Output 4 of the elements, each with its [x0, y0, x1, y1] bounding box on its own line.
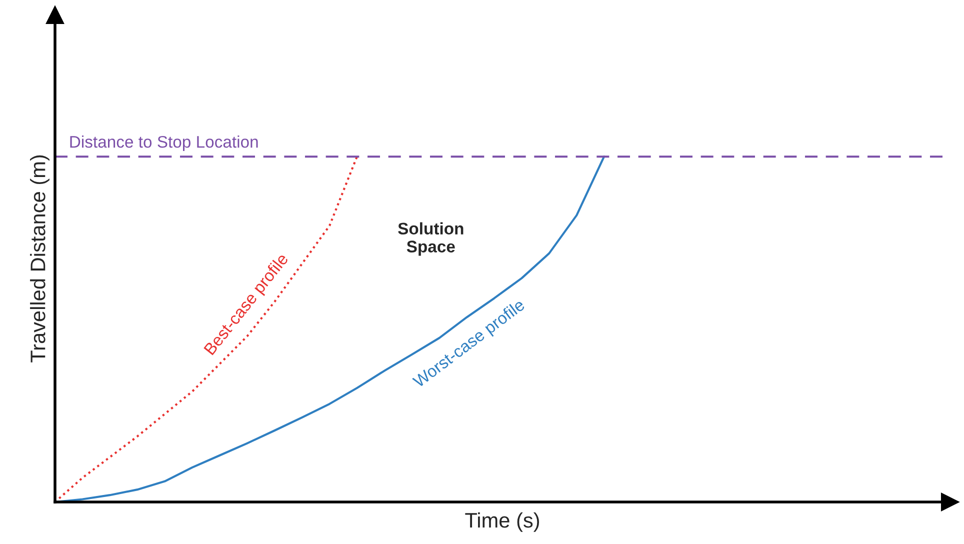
y-axis-title: Travelled Distance (m)	[30, 155, 50, 362]
ref-line-label: Distance to Stop Location	[70, 136, 258, 152]
x-axis-title: Time (s)	[465, 512, 540, 532]
annotation: Solution Space	[398, 222, 464, 256]
